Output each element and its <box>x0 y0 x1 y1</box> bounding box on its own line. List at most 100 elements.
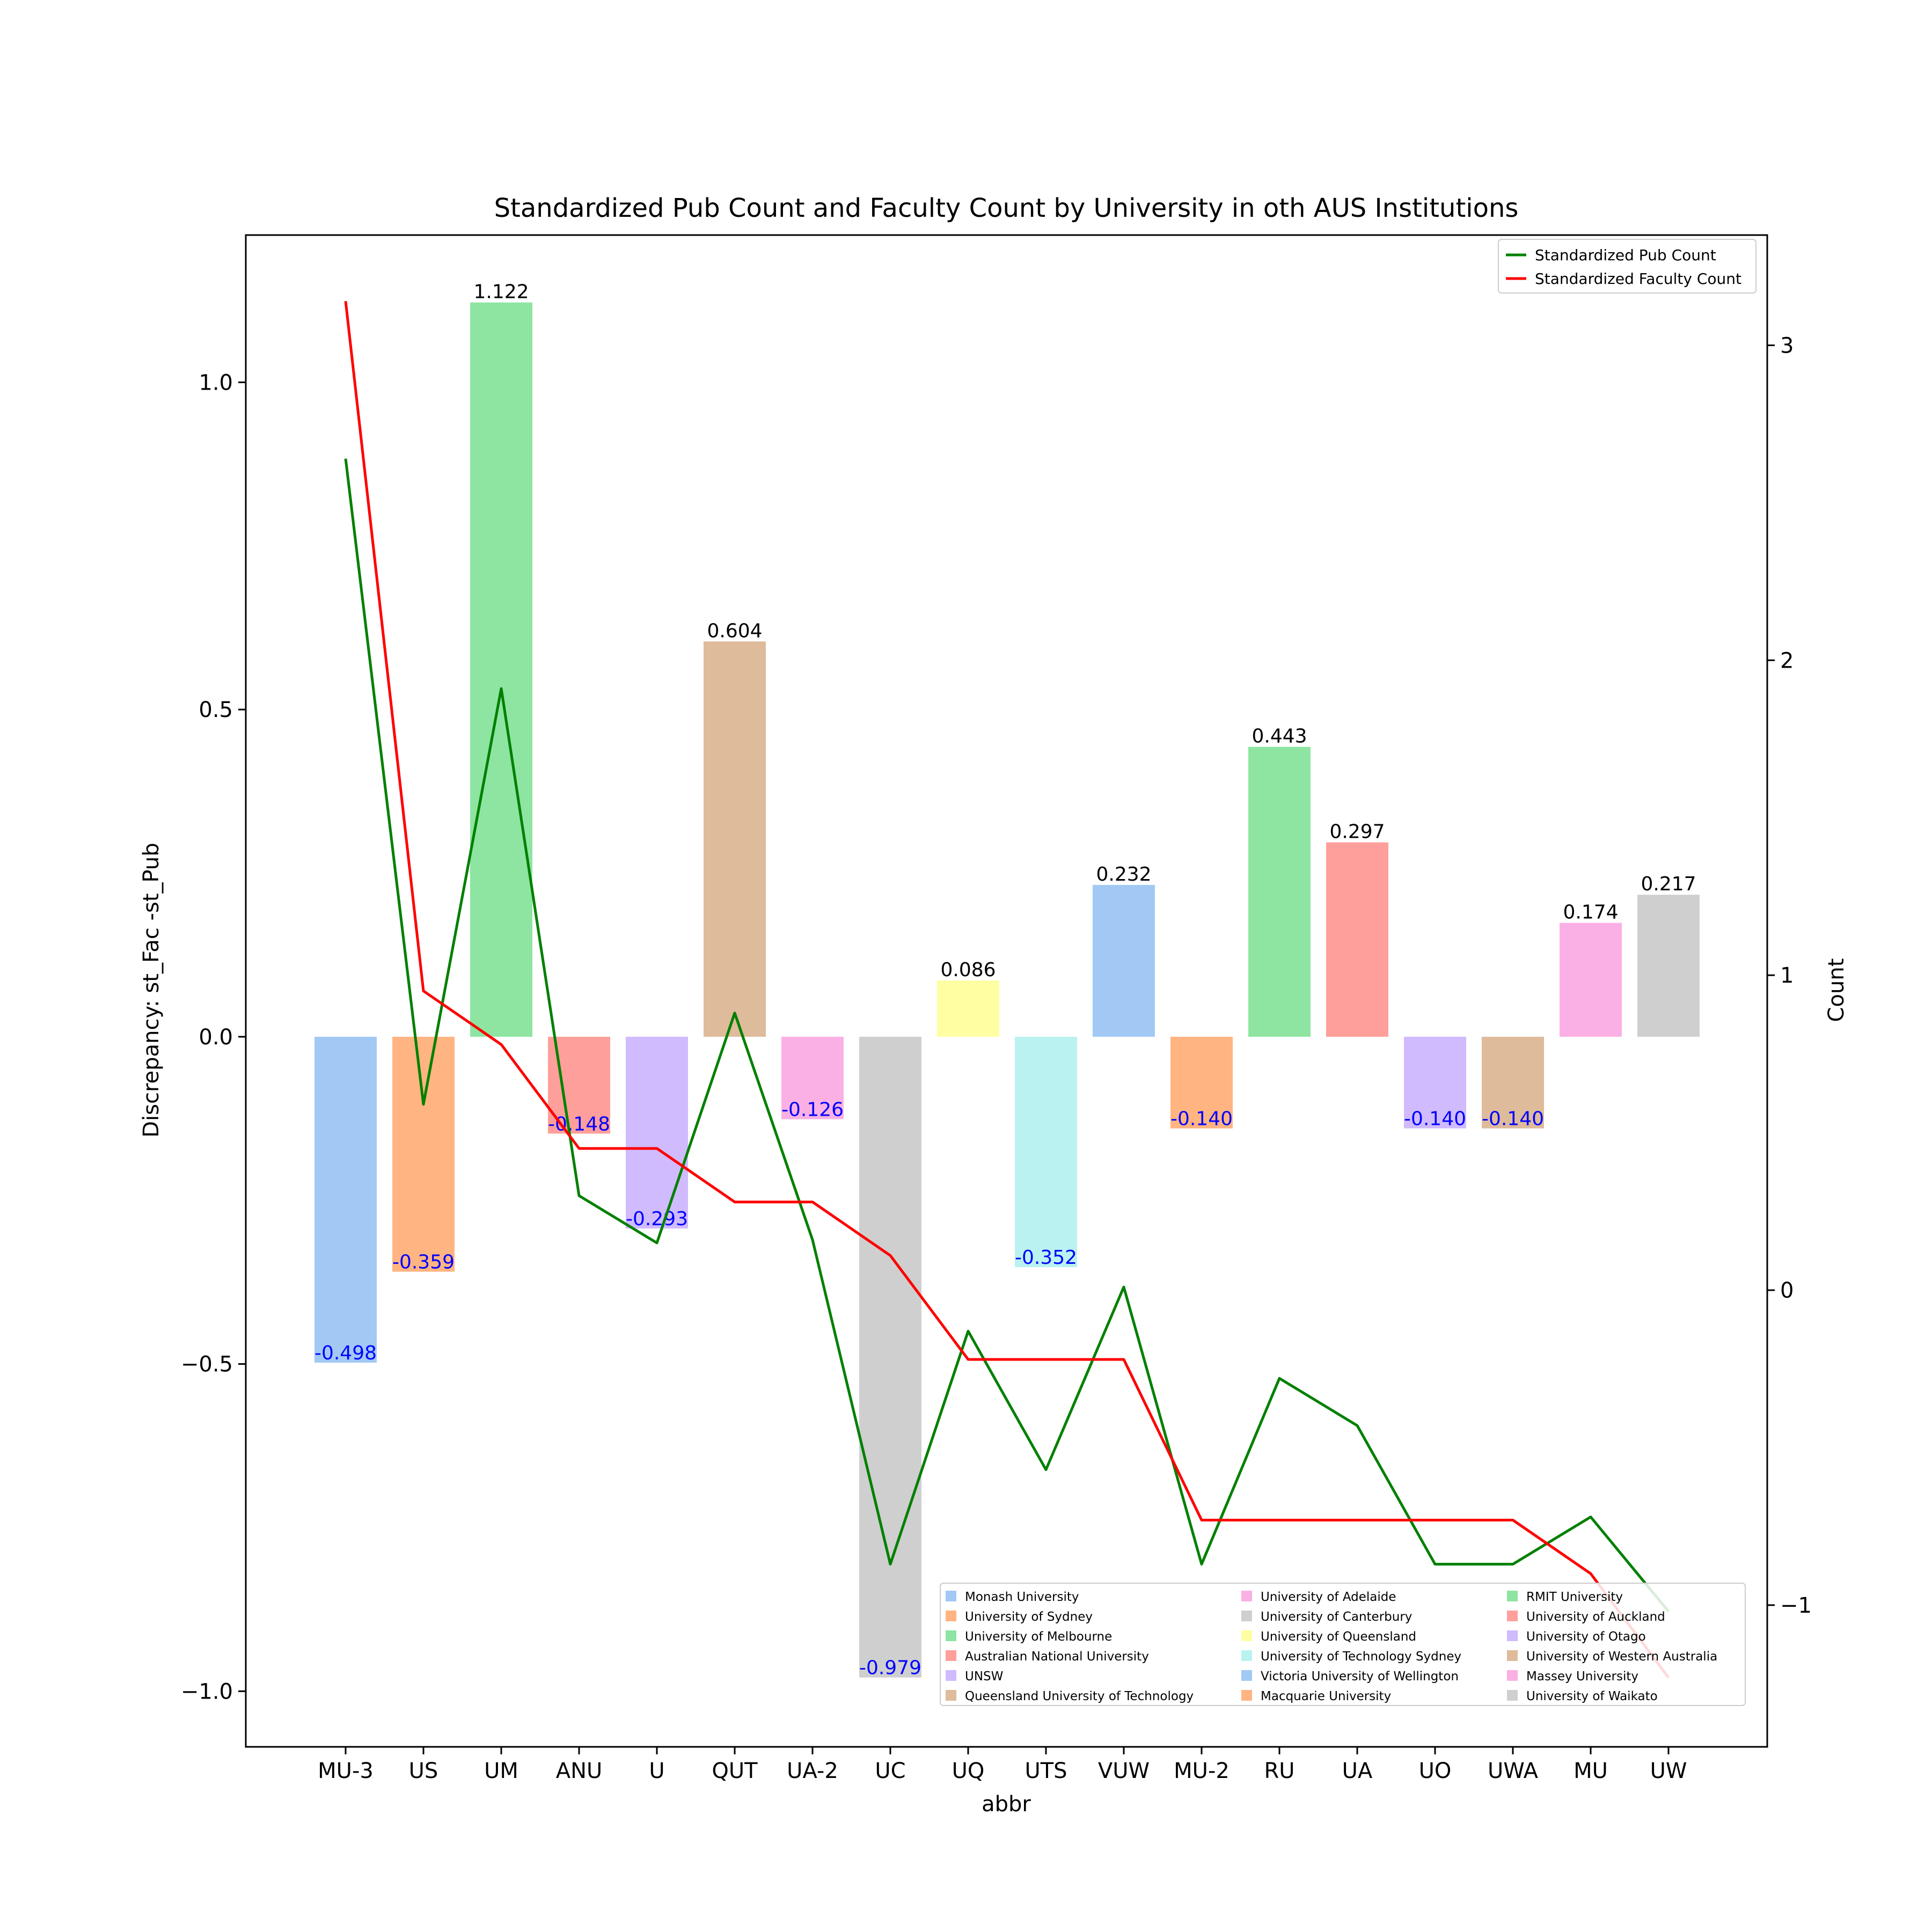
series-line-pub-count <box>344 458 1670 1613</box>
bar-uq <box>937 980 999 1037</box>
university-legend-swatch <box>1507 1591 1518 1601</box>
university-legend-swatch <box>1507 1670 1518 1681</box>
bar-value-label: -0.979 <box>859 1657 921 1679</box>
university-legend-label: University of Sydney <box>965 1610 1093 1624</box>
plot-frame <box>245 234 1768 1748</box>
bar-qut <box>704 641 766 1037</box>
x-tick-label: UW <box>1650 1759 1687 1783</box>
bar-value-label: -0.148 <box>548 1113 610 1135</box>
university-legend-box <box>940 1583 1746 1706</box>
bar-mu <box>1560 923 1622 1037</box>
bar-value-label: -0.140 <box>1404 1108 1466 1130</box>
bar-value-label: 0.174 <box>1563 902 1618 924</box>
x-tick-label: UQ <box>952 1759 985 1783</box>
university-legend-label: Queensland University of Technology <box>965 1689 1194 1703</box>
bar-mu-3 <box>314 1036 377 1363</box>
university-legend-swatch <box>946 1650 956 1661</box>
y-tick-label: 0.5 <box>199 698 233 722</box>
university-legend-label: University of Melbourne <box>965 1630 1112 1644</box>
bar-value-label: 0.086 <box>940 959 996 981</box>
y-axis-right: −1 0 1 2 3 <box>1767 333 1812 1618</box>
university-legend-swatch <box>1507 1690 1518 1701</box>
university-legend-label: University of Waikato <box>1526 1689 1658 1703</box>
y-tick-label: 1.0 <box>199 370 233 395</box>
university-legend-label: RMIT University <box>1526 1590 1623 1604</box>
x-tick-label: VUW <box>1098 1759 1150 1783</box>
y2-tick-label: 1 <box>1780 963 1794 988</box>
bar-value-label: 1.122 <box>473 281 529 303</box>
bar-uw <box>1637 895 1700 1037</box>
bar-value-label: 0.232 <box>1096 863 1151 885</box>
bar-value-label: -0.359 <box>392 1252 455 1274</box>
x-tick-label: QUT <box>712 1759 758 1783</box>
bar-uc <box>859 1036 921 1678</box>
university-legend-label: University of Auckland <box>1526 1610 1665 1624</box>
bar-value-label: -0.140 <box>1170 1108 1233 1130</box>
university-legend-label: Macquarie University <box>1261 1689 1391 1703</box>
university-legend-label: University of Western Australia <box>1526 1650 1717 1664</box>
y-tick-label: −1.0 <box>181 1679 233 1704</box>
bar-vuw <box>1093 884 1155 1037</box>
bar-value-label: -0.140 <box>1482 1108 1544 1130</box>
university-legend-label: Monash University <box>965 1590 1079 1604</box>
university-legend-label: Massey University <box>1526 1670 1638 1684</box>
bar-um <box>470 302 532 1037</box>
y-axis-left: −1.0 −0.5 0.0 0.5 1.0 <box>181 370 246 1704</box>
university-legend-label: Australian National University <box>965 1650 1149 1664</box>
x-axis-label: abbr <box>982 1792 1031 1817</box>
bar-labels-layer: -0.498 -0.359 1.122 -0.148 -0.293 0.604 -0.126… <box>314 281 1696 1679</box>
x-axis: MU-3 US UM ANU U QUT UA-2 UC UQ UTS VUW MU-2 RU UA UO U… <box>318 1747 1687 1783</box>
bar-value-label: -0.498 <box>314 1342 377 1364</box>
bar-value-label: 0.217 <box>1641 873 1696 895</box>
lines-layer <box>344 301 1670 1679</box>
series-legend-label: Standardized Pub Count <box>1535 246 1716 264</box>
x-tick-label: U <box>649 1759 664 1783</box>
bar-ua <box>1326 842 1388 1037</box>
x-tick-label: MU-2 <box>1174 1759 1230 1783</box>
bars-layer <box>314 302 1700 1678</box>
y-axis-label: Discrepancy: st_Fac -st_Pub <box>139 843 164 1137</box>
university-legend-swatch <box>1241 1650 1252 1661</box>
y2-axis-label: Count <box>1824 958 1849 1022</box>
university-legend-label: Victoria University of Wellington <box>1261 1670 1459 1684</box>
university-legend-label: University of Otago <box>1526 1630 1646 1644</box>
bar-uo <box>1404 1036 1466 1129</box>
x-tick-label: UA <box>1342 1759 1373 1783</box>
bar-ua-2 <box>781 1036 844 1119</box>
y2-tick-label: 0 <box>1780 1278 1794 1303</box>
y2-tick-label: −1 <box>1780 1593 1812 1618</box>
university-legend-swatch <box>1507 1611 1518 1621</box>
university-legend-swatch <box>1241 1611 1252 1621</box>
university-legend-swatch <box>946 1670 956 1681</box>
series-legend: Standardized Pub Count Standardized Facul… <box>1498 239 1757 294</box>
x-tick-label: UM <box>484 1759 518 1783</box>
x-tick-label: MU-3 <box>318 1759 374 1783</box>
x-tick-label: MU <box>1574 1759 1608 1783</box>
x-tick-label: UO <box>1419 1759 1452 1783</box>
university-legend: Monash University University of Sydney Uni… <box>940 1583 1746 1706</box>
bar-value-label: -0.293 <box>626 1208 688 1230</box>
bar-value-label: 0.297 <box>1329 821 1385 843</box>
university-legend-swatch <box>946 1611 956 1621</box>
university-legend-swatch <box>946 1591 956 1601</box>
bar-value-label: 0.443 <box>1252 726 1307 748</box>
x-tick-label: UC <box>875 1759 905 1783</box>
bar-value-label: -0.352 <box>1015 1247 1077 1269</box>
university-legend-label: University of Canterbury <box>1261 1610 1412 1624</box>
y2-tick-label: 3 <box>1780 333 1794 358</box>
x-tick-label: ANU <box>556 1759 603 1783</box>
bar-value-label: 0.604 <box>707 620 762 642</box>
bar-uwa <box>1482 1036 1544 1129</box>
y-tick-label: 0.0 <box>199 1025 233 1050</box>
series-legend-box <box>1498 239 1757 294</box>
university-legend-swatch <box>1241 1591 1252 1601</box>
series-legend-label: Standardized Faculty Count <box>1535 270 1741 288</box>
university-legend-label: University of Adelaide <box>1261 1590 1396 1604</box>
x-tick-label: UA-2 <box>787 1759 838 1783</box>
x-tick-label: UTS <box>1024 1759 1067 1783</box>
university-legend-swatch <box>1507 1630 1518 1641</box>
bar-u <box>626 1036 688 1229</box>
university-legend-swatch <box>1507 1650 1518 1661</box>
series-line-faculty-count <box>344 301 1670 1679</box>
